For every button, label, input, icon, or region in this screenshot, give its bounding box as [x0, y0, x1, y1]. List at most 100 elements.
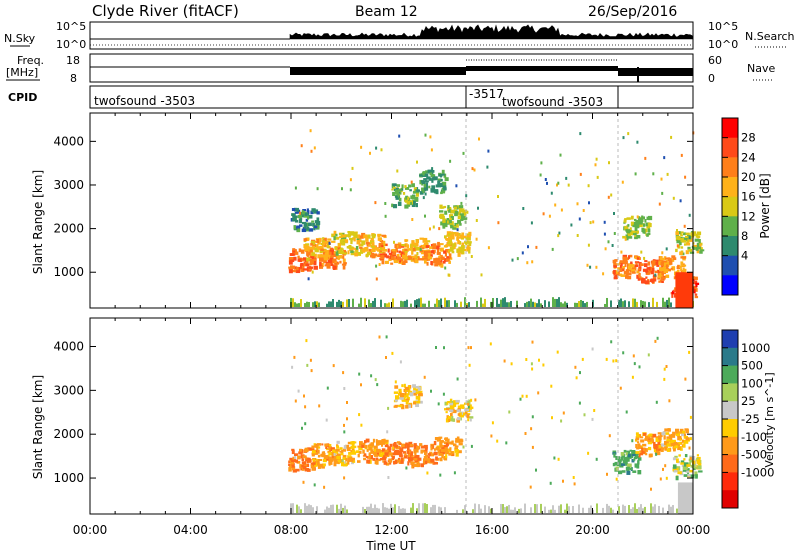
powerMarks-cell-7: [430, 260, 433, 266]
velMarks-cell-6: [445, 443, 449, 447]
powerMarks-cell-11: [437, 178, 442, 182]
velMarks-cell-6: [454, 445, 459, 448]
powerMarks-cell-18: [694, 238, 699, 242]
velMarks-cell-12: [688, 462, 691, 466]
velMarks-cell-9: [623, 449, 627, 453]
velMarks-cell-6: [439, 441, 443, 447]
velMarks-cell-6: [437, 450, 440, 454]
freq-label-line2: [MHz]: [6, 66, 38, 79]
powerMarks-cell-9: [294, 219, 299, 223]
powerMarks-cell-11: [444, 177, 449, 182]
velMarks-cell-6: [448, 452, 453, 456]
powerMarks-cell-12: [447, 205, 450, 209]
velMarks-cell-3: [364, 444, 368, 449]
powerMarks-cell-12: [449, 218, 452, 221]
powerMarks-speckle: [373, 249, 376, 253]
velMarks-cell-12: [696, 456, 701, 460]
velMarks-cell-5: [431, 458, 435, 463]
powerMarks-cell-11: [419, 191, 424, 195]
powerMarks-cell-5: [378, 243, 384, 246]
velMarks-cell-1: [317, 446, 321, 449]
powerMarks-cell-6: [410, 255, 415, 258]
velMarks-cell-4: [402, 451, 406, 454]
velMarks-cell-3: [362, 442, 366, 445]
powerMarks-cell-12: [439, 213, 444, 216]
powerMarks-cell-7: [437, 243, 441, 247]
powerMarks-cell-6: [408, 256, 413, 260]
powerMarks-cell-4: [370, 244, 375, 248]
velMarks-ground-scatter: [398, 506, 400, 513]
powerMarks-speckle: [554, 203, 557, 207]
powerMarks-cell-11: [440, 191, 443, 195]
powerMarks-cell-6: [422, 237, 428, 242]
powerMarks-cell-16: [659, 273, 662, 277]
velMarks-cell-5: [409, 444, 414, 447]
velMarks-cell-1: [331, 452, 335, 457]
powerMarks-cell-10: [411, 203, 414, 207]
powerMarks-cell-6: [401, 244, 406, 247]
powerMarks-cell-11: [425, 182, 429, 185]
velMarks-cell-6: [444, 437, 447, 440]
powerMarks-cell-7: [440, 256, 445, 261]
velMarks-speckle: [470, 398, 473, 402]
powerMarks-cell-5: [394, 244, 399, 249]
velMarks-cell-5: [430, 446, 433, 451]
velMarks-cell-12: [689, 469, 693, 473]
velMarks-cell-12: [697, 461, 700, 466]
powerMarks-cell-18: [688, 248, 693, 252]
powerMarks-cell-17: [694, 277, 698, 281]
powerMarks-ground-scatter: [628, 301, 630, 307]
powerMarks-cell-0: [288, 257, 292, 262]
powerMarks-cell-11: [431, 174, 436, 177]
powerMarks-cell-6: [414, 259, 419, 264]
velMarks-speckle: [553, 456, 556, 460]
velMarks-cell-10: [638, 453, 641, 458]
powerMarks-cell-14: [646, 216, 650, 220]
velMarks-cell-2: [336, 445, 340, 449]
powerMarks-cell-13: [620, 263, 623, 267]
velMarks-cell-4: [399, 455, 403, 458]
velMarks-cell-1: [328, 444, 332, 447]
velMarks-speckle: [593, 409, 596, 412]
velMarks-cell-3: [365, 438, 370, 443]
powerMarks-ground-scatter: [460, 301, 462, 307]
velMarks-ground-scatter: [572, 505, 574, 513]
velMarks-cell-11: [683, 440, 689, 444]
velMarks-ground-scatter: [308, 504, 310, 513]
velMarks-speckle: [376, 383, 379, 387]
powerMarks-cell-0: [288, 269, 293, 274]
velMarks-speckle: [442, 392, 445, 396]
velMarks-cell-1: [326, 448, 329, 451]
x-tick-label: 08:00: [274, 523, 309, 537]
powerMarks-cell-13: [625, 275, 629, 279]
powerMarks-speckle: [384, 202, 387, 205]
velMarks-cell-11: [661, 447, 665, 450]
powerMarks-cell-14: [635, 220, 640, 223]
velMarks-cell-2: [336, 440, 340, 444]
powerMarks-cell-12: [461, 215, 465, 220]
powerMarks-cell-11: [419, 174, 423, 177]
powerMarks-speckle: [473, 168, 476, 172]
powerMarks-cell-3: [346, 246, 350, 249]
powerMarks-cell-10: [416, 189, 421, 192]
powerMarks-speckle: [526, 261, 529, 265]
powerMarks-cell-9: [311, 208, 316, 213]
powerMarks-speckle: [663, 156, 666, 160]
velMarks-ground-scatter: [384, 507, 386, 513]
powerMarks-cell-13: [614, 274, 617, 278]
velMarks-cell-8: [458, 412, 462, 417]
velMarks-cell-7: [413, 391, 418, 396]
powerMarks-cell-1: [303, 244, 308, 249]
powerMarks-cell-8: [465, 237, 470, 241]
powerYTicks-label: 3000: [53, 178, 84, 192]
velMarks-cell-7: [409, 392, 414, 397]
powerMarks-speckle: [666, 172, 669, 176]
velMarks-cell-1: [317, 449, 320, 454]
velMarks-speckle: [387, 406, 390, 410]
powerMarks-cell-13: [623, 271, 628, 275]
velMarks-cell-9: [626, 470, 631, 475]
velMarks-ground-scatter: [582, 507, 584, 513]
powerMarks-cell-10: [399, 190, 402, 195]
